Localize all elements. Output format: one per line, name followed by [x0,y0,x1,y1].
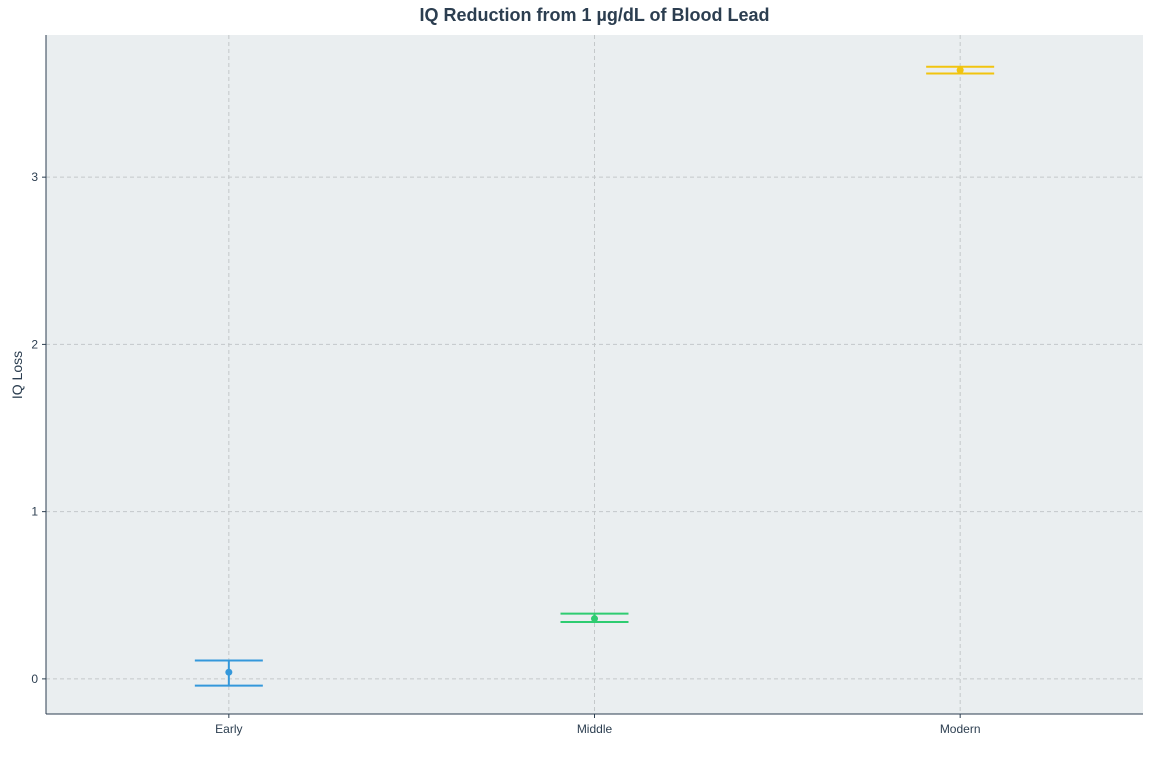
data-point [225,668,233,676]
axes: 0 1 2 3 Early Middle Modern [31,35,1143,736]
data-point-group-early [194,659,263,687]
data-point-group-middle [560,612,629,624]
data-point [591,615,598,623]
x-tick-label: Modern [940,722,981,736]
y-tick-label: 3 [31,170,38,184]
y-tick-label: 1 [31,505,38,519]
data-point [956,66,964,74]
data-point-group-modern [926,65,995,75]
x-tick-label: Middle [577,722,613,736]
data-marks [194,65,995,687]
x-tick-label: Early [215,722,242,736]
chart-title: IQ Reduction from 1 µg/dL of Blood Lead [419,5,770,25]
y-tick-label: 0 [31,672,38,686]
y-tick-label: 2 [31,337,38,351]
